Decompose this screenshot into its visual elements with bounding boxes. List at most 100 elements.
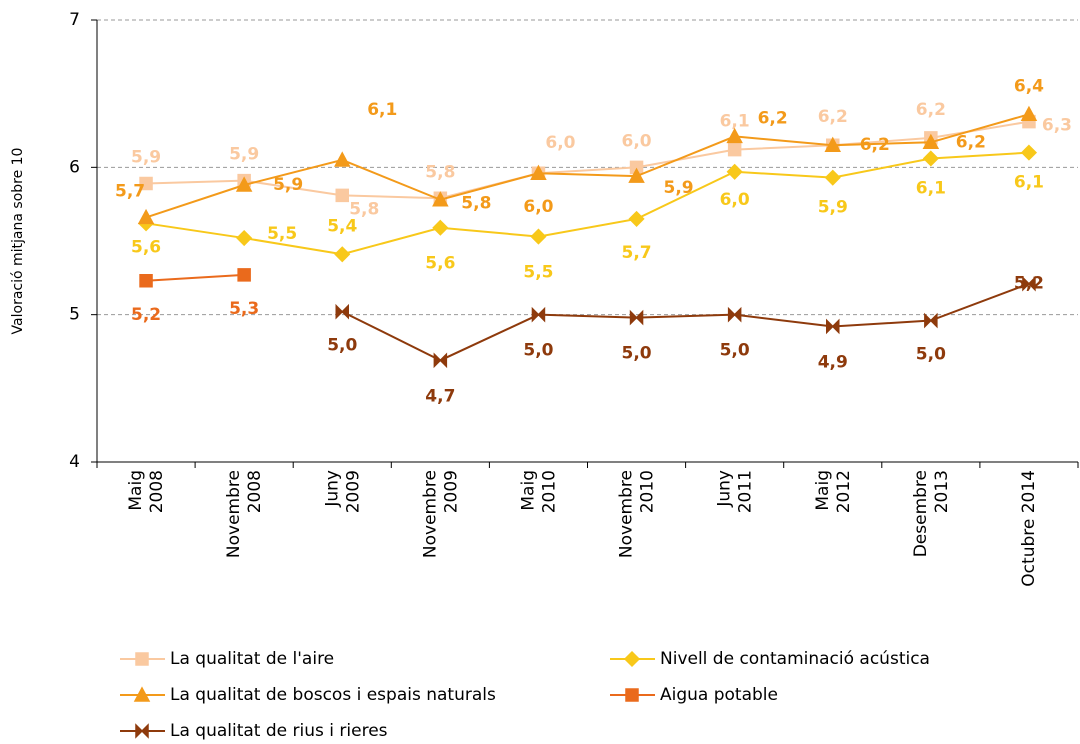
value-label: 6,2 — [818, 107, 848, 127]
value-label: 5,9 — [818, 198, 848, 218]
marker — [236, 229, 253, 247]
x-tick-label: Novembre2008 — [224, 470, 265, 558]
value-label: 5,9 — [229, 145, 259, 165]
marker — [139, 274, 153, 288]
marker — [824, 136, 842, 152]
y-tick-label: 4 — [69, 452, 80, 472]
marker — [137, 208, 155, 225]
series — [139, 268, 251, 288]
value-label: 5,6 — [425, 254, 455, 274]
value-label: 6,1 — [916, 178, 946, 198]
value-label: 6,0 — [545, 133, 575, 153]
marker — [826, 318, 840, 335]
marker — [1022, 275, 1036, 292]
value-label: 6,0 — [720, 190, 750, 210]
value-label: 6,1 — [720, 112, 750, 132]
value-label: 6,1 — [367, 100, 397, 120]
y-tick-label: 7 — [69, 10, 80, 30]
marker — [237, 268, 251, 282]
marker — [1020, 105, 1038, 122]
legend-label: La qualitat de l'aire — [170, 649, 334, 669]
x-tick-label: Juny2011 — [715, 470, 756, 513]
series — [137, 105, 1038, 225]
y-tick-label: 5 — [69, 305, 80, 325]
marker — [726, 127, 743, 144]
x-tick-label: Maig2010 — [518, 470, 559, 513]
legend-marker — [135, 723, 149, 739]
value-label: 6,0 — [523, 197, 553, 217]
legend-marker — [135, 652, 149, 666]
x-tick-label: Desembre2013 — [911, 470, 952, 557]
line — [145, 113, 1030, 219]
value-label: 6,3 — [1042, 116, 1072, 136]
value-label: 5,9 — [663, 178, 693, 198]
value-label: 5,6 — [131, 237, 161, 257]
value-label: 5,7 — [115, 181, 145, 201]
value-label: 5,7 — [621, 243, 651, 263]
value-label: 5,4 — [327, 216, 357, 236]
value-label: 5,9 — [273, 175, 303, 195]
marker — [334, 246, 351, 263]
marker — [628, 167, 645, 183]
line — [145, 151, 1030, 256]
value-label: 4,9 — [818, 352, 848, 372]
legend-marker — [623, 650, 641, 668]
legend-marker — [625, 688, 639, 702]
value-label: 5,8 — [349, 199, 379, 219]
marker — [922, 150, 939, 167]
series — [335, 275, 1036, 369]
x-tick-label: Novembre2009 — [420, 470, 461, 558]
x-tick-label: Juny2009 — [322, 470, 363, 513]
value-label: 5,8 — [425, 162, 455, 182]
line — [146, 120, 1030, 200]
x-tick-label: Maig2012 — [813, 470, 854, 513]
value-label: 5,0 — [621, 344, 651, 364]
line — [341, 282, 1030, 362]
value-label: 5,0 — [327, 336, 357, 356]
marker — [433, 352, 448, 369]
value-label: 6,0 — [621, 131, 651, 151]
series — [137, 144, 1038, 263]
value-label: 5,5 — [267, 224, 297, 244]
value-label: 5,0 — [916, 345, 946, 365]
marker — [1020, 144, 1038, 161]
marker — [432, 191, 449, 207]
value-label: 4,7 — [425, 386, 455, 406]
marker — [629, 309, 644, 326]
marker — [922, 133, 940, 150]
value-label: 6,2 — [860, 135, 890, 155]
x-tick-label: Maig2008 — [126, 470, 167, 513]
marker — [727, 142, 742, 157]
marker — [726, 163, 743, 180]
value-label: 6,2 — [758, 108, 788, 128]
y-tick-label: 6 — [69, 157, 80, 177]
value-label: 6,2 — [956, 132, 986, 152]
legend-label: Nivell de contaminació acústica — [660, 649, 930, 669]
value-label: 5,5 — [523, 263, 553, 283]
marker — [530, 164, 547, 180]
value-label: 6,1 — [1014, 173, 1044, 193]
marker — [628, 210, 645, 227]
value-label: 5,3 — [229, 299, 259, 319]
value-label: 5,0 — [523, 341, 553, 361]
marker — [333, 151, 351, 167]
marker — [335, 303, 349, 320]
marker — [531, 306, 546, 323]
legend-label: La qualitat de boscos i espais naturals — [170, 685, 496, 705]
marker — [727, 306, 742, 323]
value-label: 6,2 — [916, 100, 946, 120]
marker — [335, 188, 349, 203]
x-tick-label: Octubre 2014 — [1019, 470, 1039, 587]
marker — [824, 169, 841, 186]
value-label: 5,2 — [131, 305, 161, 325]
y-axis-label: Valoració mitjana sobre 10 — [10, 148, 26, 335]
value-label: 5,0 — [720, 341, 750, 361]
value-label: 5,2 — [1014, 274, 1044, 294]
marker — [924, 312, 938, 329]
legend-label: Aigua potable — [660, 685, 778, 705]
x-tick-label: Novembre2010 — [617, 470, 658, 558]
legend-marker — [133, 686, 151, 702]
marker — [235, 176, 253, 192]
legend-label: La qualitat de rius i rieres — [170, 721, 388, 741]
